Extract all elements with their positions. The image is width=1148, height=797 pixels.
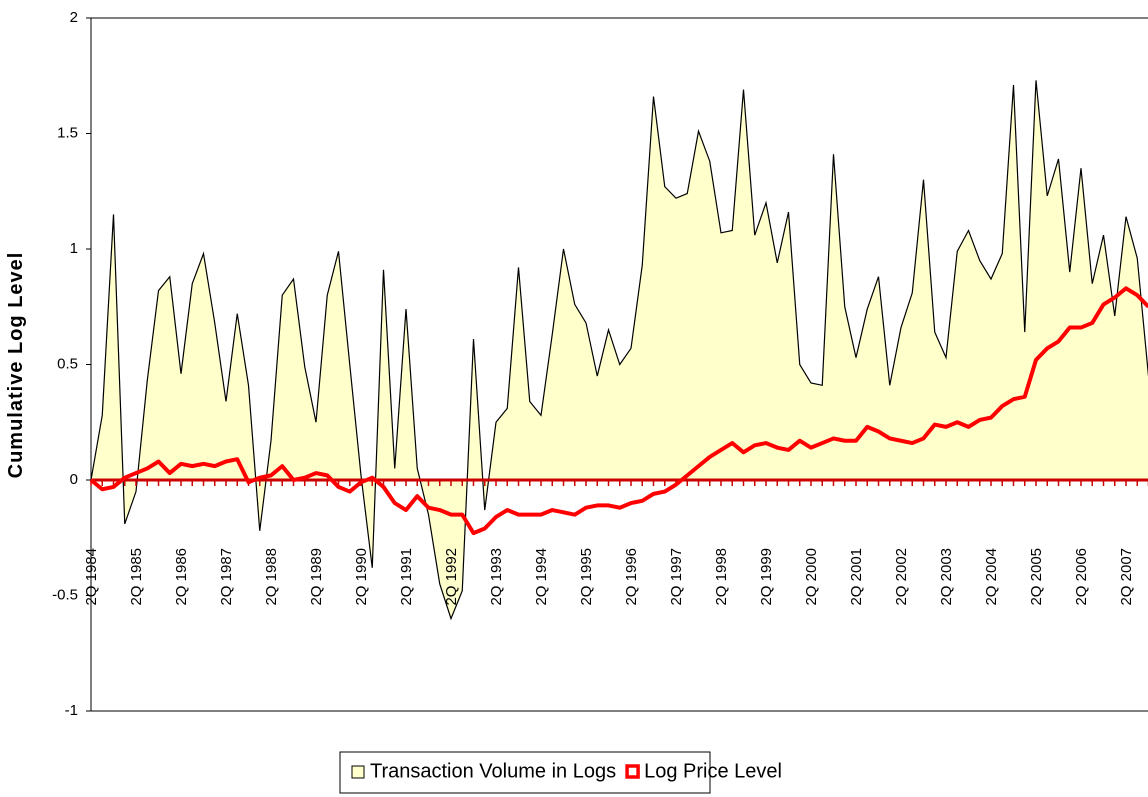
x-tick-label: 2Q 1999	[758, 548, 775, 606]
legend-box	[339, 751, 711, 794]
x-tick-label: 2Q 1990	[353, 548, 370, 606]
x-tick-label: 2Q 2004	[983, 548, 1000, 606]
x-tick-label: 2Q 1987	[218, 548, 235, 606]
y-tick-label: 0.5	[57, 355, 78, 372]
x-tick-label: 2Q 1996	[623, 548, 640, 606]
y-tick-label: -1	[65, 702, 78, 719]
legend-swatch	[351, 765, 365, 779]
x-tick-label: 2Q 1991	[398, 548, 415, 606]
legend: Transaction Volume in Logs Log Price Leve…	[339, 751, 782, 794]
y-tick-label: -0.5	[52, 586, 78, 603]
price-line	[89, 286, 1148, 536]
x-tick-label: 2Q 1989	[308, 548, 325, 606]
y-tick-label: 2	[70, 9, 78, 26]
legend-swatch	[625, 764, 640, 779]
x-tick-label: 2Q 2005	[1028, 548, 1045, 606]
x-tick-label: 2Q 1998	[713, 548, 730, 606]
x-tick-label: 2Q 2003	[938, 548, 955, 606]
legend-label: Transaction Volume in Logs	[370, 760, 616, 782]
y-axis-title: Cumulative Log Level	[5, 252, 27, 479]
x-tick-label: 2Q 2000	[803, 548, 820, 606]
y-tick-label: 0	[70, 471, 78, 488]
x-tick-label: 2Q 1988	[263, 548, 280, 606]
x-tick-label: 2Q 1985	[128, 548, 145, 606]
x-tick-label: 2Q 1997	[668, 548, 685, 606]
x-tick-label: 2Q 2002	[893, 548, 910, 606]
x-tick-label: 2Q 1995	[578, 548, 595, 606]
x-tick-label: 2Q 1984	[83, 548, 100, 606]
x-tick-label: 2Q 1993	[488, 548, 505, 606]
y-tick-label: 1	[70, 240, 78, 257]
x-tick-label: 2Q 2007	[1118, 548, 1135, 606]
x-tick-label: 2Q 2006	[1073, 548, 1090, 606]
volume-area	[91, 80, 1148, 619]
x-tick-label: 2Q 2001	[848, 548, 865, 606]
volume-line	[90, 80, 1148, 621]
x-tick-label: 2Q 1994	[533, 548, 550, 606]
x-tick-label: 2Q 1992	[443, 548, 460, 606]
x-tick-label: 2Q 1986	[173, 548, 190, 606]
y-tick-label: 1.5	[57, 124, 78, 141]
legend-label: Log Price Level	[644, 760, 782, 782]
